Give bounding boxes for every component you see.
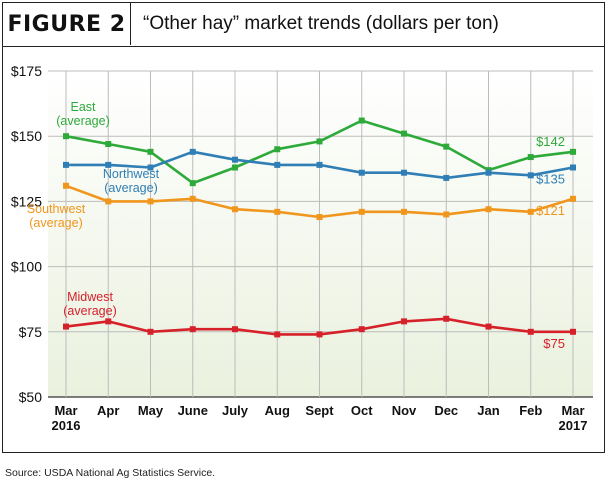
data-point-southwest (358, 208, 365, 215)
data-point-southwest (189, 195, 196, 202)
data-point-east (401, 130, 407, 137)
data-point-northwest (570, 164, 576, 171)
data-point-northwest (443, 174, 450, 181)
series-label-northwest: Northwest (103, 167, 160, 181)
end-value-label-northwest: $135 (536, 171, 565, 186)
data-point-southwest (527, 208, 534, 215)
plot-area (48, 71, 593, 397)
data-point-southwest (443, 211, 450, 218)
data-point-southwest (232, 206, 238, 213)
series-label-midwest: (average) (63, 304, 117, 318)
series-label-east: (average) (56, 114, 110, 128)
y-tick-label: $125 (11, 193, 42, 209)
y-tick-label: $50 (19, 389, 43, 405)
data-point-northwest (232, 156, 238, 163)
y-tick-label: $100 (11, 259, 42, 275)
y-tick-label: $75 (19, 324, 43, 340)
data-point-midwest (63, 323, 69, 330)
data-point-midwest (274, 331, 281, 338)
series-label-southwest: (average) (29, 216, 83, 230)
series-label-northwest: (average) (104, 181, 158, 195)
data-point-southwest (105, 198, 112, 205)
data-point-northwest (358, 169, 365, 176)
series-label-southwest: Southwest (27, 202, 86, 216)
data-point-northwest (147, 164, 154, 171)
x-tick-label: Sept (305, 403, 334, 418)
data-point-east (358, 117, 365, 124)
figure-frame: FIGURE 2 “Other hay” market trends (doll… (2, 2, 605, 453)
x-tick-label: Aug (265, 403, 290, 418)
x-tick-label: Dec (434, 403, 458, 418)
figure-header: FIGURE 2 “Other hay” market trends (doll… (3, 3, 604, 47)
data-point-southwest (63, 182, 69, 189)
source-note: Source: USDA National Ag Statistics Serv… (5, 467, 216, 479)
data-point-east (274, 146, 281, 153)
data-point-southwest (570, 195, 576, 202)
data-point-midwest (147, 328, 154, 335)
data-point-southwest (147, 198, 154, 205)
data-point-midwest (527, 328, 534, 335)
y-tick-label: $150 (11, 128, 42, 144)
x-tick-label: Mar (54, 403, 77, 418)
data-point-southwest (274, 208, 281, 215)
data-point-southwest (485, 206, 492, 213)
data-point-midwest (105, 318, 112, 325)
data-point-northwest (316, 161, 323, 168)
end-value-label-southwest: $121 (536, 203, 565, 218)
series-label-east: East (70, 100, 96, 114)
data-point-midwest (485, 323, 492, 330)
data-point-midwest (401, 318, 407, 325)
x-tick-label: 2016 (52, 418, 81, 433)
data-point-east (443, 143, 450, 150)
data-point-northwest (401, 169, 407, 176)
x-tick-label: June (178, 403, 208, 418)
data-point-east (189, 180, 196, 187)
x-tick-label: Oct (351, 403, 373, 418)
data-point-midwest (189, 326, 196, 333)
data-point-midwest (570, 328, 576, 335)
data-point-midwest (316, 331, 323, 338)
x-tick-label: May (138, 403, 164, 418)
data-point-east (147, 148, 154, 155)
data-point-northwest (105, 161, 112, 168)
end-value-label-midwest: $75 (543, 336, 565, 351)
figure-title: “Other hay” market trends (dollars per t… (143, 13, 499, 34)
data-point-east (105, 141, 112, 148)
figure-label: FIGURE 2 (3, 3, 131, 45)
data-point-east (316, 138, 323, 145)
data-point-east (232, 164, 238, 171)
data-point-northwest (527, 172, 534, 179)
data-point-southwest (401, 208, 407, 215)
x-tick-label: 2017 (559, 418, 588, 433)
data-point-midwest (358, 326, 365, 333)
x-tick-label: Apr (97, 403, 119, 418)
data-point-east (63, 133, 69, 140)
x-tick-label: Mar (561, 403, 584, 418)
data-point-northwest (63, 161, 69, 168)
data-point-midwest (232, 326, 238, 333)
data-point-northwest (274, 161, 281, 168)
x-tick-label: July (222, 403, 249, 418)
x-tick-label: Nov (392, 403, 417, 418)
data-point-east (570, 148, 576, 155)
data-point-northwest (189, 148, 196, 155)
x-tick-label: Feb (519, 403, 542, 418)
data-point-northwest (485, 169, 492, 176)
y-tick-label: $175 (11, 63, 42, 79)
data-point-southwest (316, 214, 323, 221)
x-tick-label: Jan (477, 403, 499, 418)
series-label-midwest: Midwest (67, 290, 113, 304)
data-point-midwest (443, 315, 450, 322)
data-point-east (527, 154, 534, 161)
end-value-label-east: $142 (536, 134, 565, 149)
